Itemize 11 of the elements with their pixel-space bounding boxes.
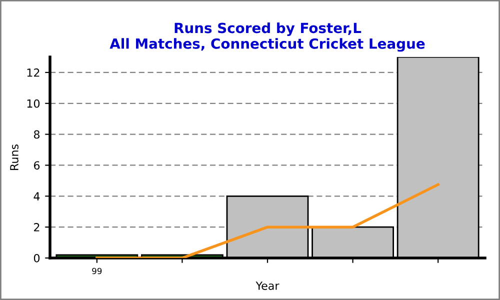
x-tick-label: 99 <box>92 268 102 274</box>
y-tick-label: 10 <box>27 99 40 108</box>
y-tick-label: 12 <box>27 68 40 77</box>
x-axis-title: Year <box>256 282 280 290</box>
y-tick-label: 6 <box>34 161 40 170</box>
y-tick-label: 0 <box>34 254 40 262</box>
y-axis-title: Runs <box>10 144 18 170</box>
y-tick-label: 2 <box>34 223 40 232</box>
y-tick-label: 8 <box>34 130 40 139</box>
chart-title: Runs Scored by Foster,L All Matches, Connecticut Cricket League <box>110 22 425 52</box>
y-tick-label: 4 <box>34 192 40 200</box>
